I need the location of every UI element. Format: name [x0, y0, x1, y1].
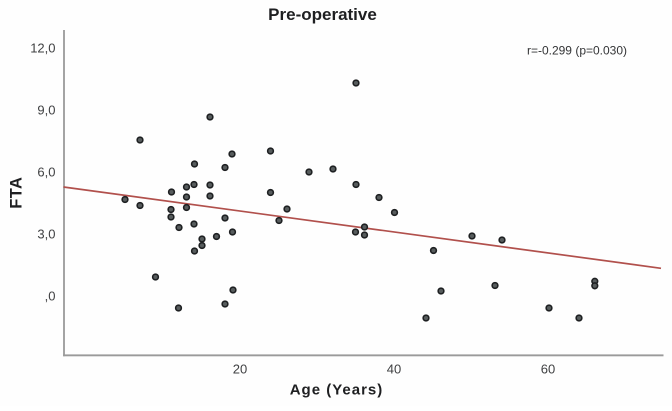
svg-text:20: 20 [233, 361, 247, 376]
svg-text:6,0: 6,0 [37, 165, 55, 180]
svg-text:r=-0.299 (p=0.030): r=-0.299 (p=0.030) [527, 43, 627, 57]
svg-text:FTA: FTA [8, 177, 26, 209]
svg-text:40: 40 [387, 361, 401, 376]
svg-text:Pre-operative: Pre-operative [268, 5, 377, 24]
svg-text:Age (Years): Age (Years) [290, 381, 384, 398]
svg-text:12,0: 12,0 [30, 41, 55, 56]
svg-text:9,0: 9,0 [37, 103, 55, 118]
svg-text:60: 60 [541, 361, 555, 376]
svg-text:3,0: 3,0 [37, 227, 55, 242]
svg-text:,0: ,0 [45, 289, 56, 304]
